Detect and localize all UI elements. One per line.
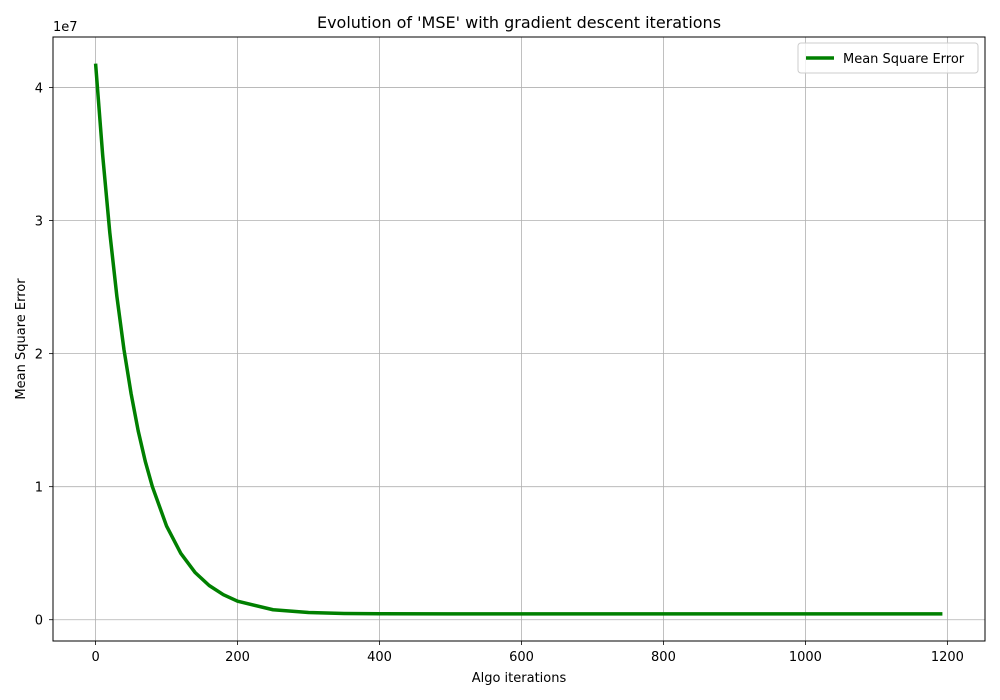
grid-lines: [53, 37, 985, 641]
y-axis-title: Mean Square Error: [14, 278, 29, 400]
x-tick-label: 0: [91, 650, 99, 665]
plot-area-frame: [52, 36, 986, 642]
series-line-mse: [93, 63, 943, 616]
x-tick-label: 600: [509, 650, 534, 665]
x-tick-label: 400: [367, 650, 392, 665]
series-layer: [93, 63, 943, 616]
x-tick-label: 1000: [789, 650, 822, 665]
x-tick-label: 1200: [931, 650, 964, 665]
y-tick-label: 4: [35, 82, 43, 97]
y-tick-label: 3: [35, 215, 43, 230]
y-tick-label: 0: [35, 614, 43, 629]
x-tick-label: 200: [225, 650, 250, 665]
y-tick-label: 2: [35, 348, 43, 363]
chart-title: Evolution of 'MSE' with gradient descent…: [317, 13, 721, 32]
legend-box: [797, 42, 979, 74]
x-axis-title: Algo iterations: [472, 671, 567, 686]
axis-ticks: 0 200 400 600 800 1000 1200 0 1 2 3 4: [35, 82, 964, 665]
y-axis-multiplier: 1e7: [53, 20, 78, 35]
x-tick-label: 800: [651, 650, 676, 665]
y-tick-label: 1: [35, 481, 43, 496]
legend-label-mse: Mean Square Error: [843, 52, 965, 67]
legend: Mean Square Error: [797, 42, 979, 74]
